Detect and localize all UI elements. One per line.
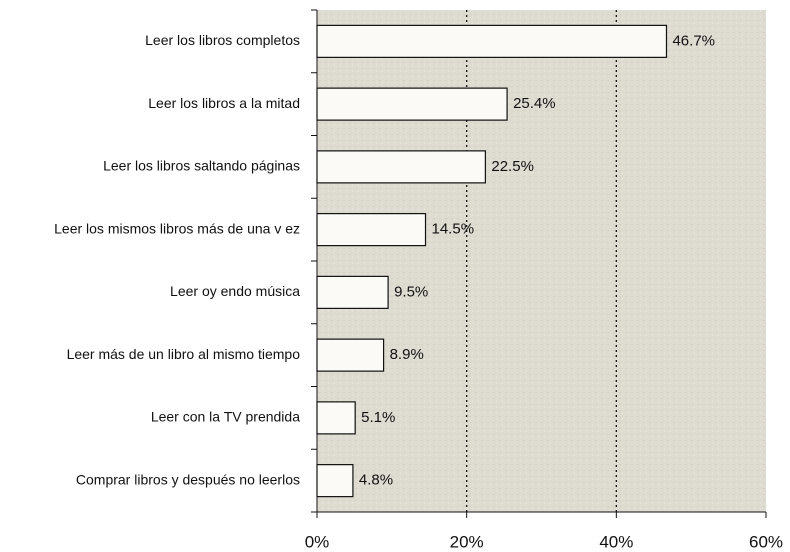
x-tick-label: 0% [305, 532, 330, 551]
bar [316, 275, 389, 309]
y-tick-label: Leer con la TV prendida [151, 409, 300, 425]
plot-background [317, 10, 766, 512]
y-tick-label: Comprar libros y después no leerlos [76, 471, 300, 487]
bar [316, 87, 508, 121]
bar [316, 401, 356, 435]
bar [316, 213, 427, 247]
value-label: 9.5% [394, 283, 428, 300]
y-tick-label: Leer los libros saltando páginas [103, 158, 300, 174]
bar [316, 338, 385, 372]
y-tick-label: Leer oy endo música [170, 283, 300, 299]
y-tick-label: Leer los libros completos [145, 32, 300, 48]
value-label: 25.4% [513, 95, 556, 112]
x-tick-label: 60% [749, 532, 783, 551]
value-label: 14.5% [432, 221, 475, 238]
bar [316, 24, 668, 58]
value-label: 4.8% [359, 472, 393, 489]
x-tick-label: 40% [599, 532, 633, 551]
y-tick-label: Leer los libros a la mitad [148, 95, 300, 111]
value-label: 46.7% [672, 32, 715, 49]
bar [316, 150, 486, 184]
x-tick-label: 20% [450, 532, 484, 551]
y-tick-label: Leer más de un libro al mismo tiempo [67, 346, 301, 362]
y-tick-label: Leer los mismos libros más de una v ez [54, 220, 300, 236]
value-label: 22.5% [491, 158, 534, 175]
bar [316, 464, 354, 498]
value-label: 8.9% [390, 346, 424, 363]
value-label: 5.1% [361, 409, 395, 426]
